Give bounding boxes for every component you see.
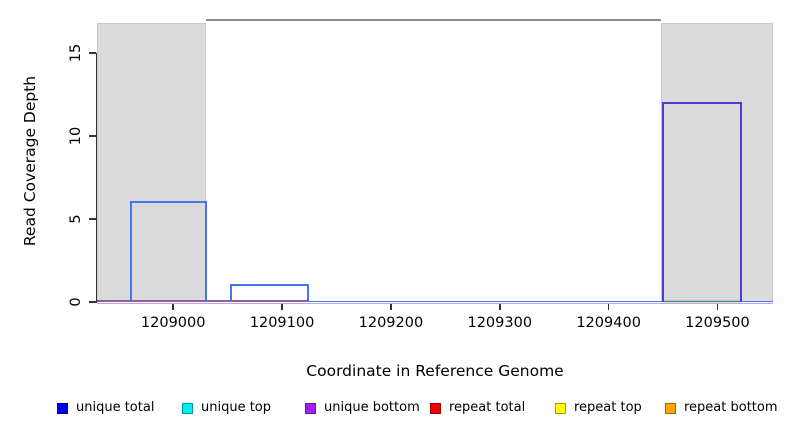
legend-item-unique-total: unique total: [57, 401, 154, 415]
x-axis-tick: [716, 303, 719, 310]
legend-swatch-icon: [665, 402, 676, 414]
repeat-region-shade: [97, 23, 206, 302]
legend-item-unique-bottom: unique bottom: [305, 401, 420, 415]
y-tick-label: 10: [68, 126, 84, 146]
baseline-unique-top: [663, 299, 742, 301]
y-tick-label: 5: [68, 214, 84, 224]
legend-item-repeat-bottom: repeat bottom: [665, 401, 778, 415]
legend-swatch-icon: [305, 402, 316, 414]
baseline-unique-bottom: [97, 302, 773, 304]
legend-swatch-icon: [430, 402, 441, 414]
legend-swatch-icon: [182, 402, 193, 414]
legend-label: repeat bottom: [684, 400, 778, 415]
y-axis-tick: [89, 52, 96, 54]
coverage-box-unique-bottom: [662, 101, 743, 302]
baseline-unique-total: [97, 300, 773, 302]
legend-swatch-icon: [555, 402, 566, 414]
x-axis-title: Coordinate in Reference Genome: [306, 362, 564, 380]
x-axis-tick: [172, 303, 174, 310]
top-clip-line: [205, 19, 661, 21]
y-axis-line: [96, 53, 97, 303]
y-axis-title: Read Coverage Depth: [21, 75, 39, 247]
baseline-repeat-total: [97, 299, 309, 301]
coverage-box-unique-total: [129, 201, 207, 302]
x-tick-label: 1209200: [358, 315, 424, 331]
legend-label: unique top: [201, 400, 272, 415]
x-tick-label: 1209100: [249, 315, 315, 331]
y-axis-tick: [89, 135, 96, 137]
coverage-box-unique-total: [229, 284, 310, 302]
legend-label: repeat total: [449, 400, 526, 415]
x-tick-label: 1209000: [140, 315, 206, 331]
x-axis-tick: [607, 303, 610, 310]
legend-item-repeat-top: repeat top: [555, 401, 642, 415]
legend-label: unique total: [76, 400, 155, 415]
x-tick-label: 1209300: [467, 315, 533, 331]
legend-swatch-icon: [57, 402, 68, 414]
legend-item-repeat-total: repeat total: [430, 401, 525, 415]
x-axis-tick: [390, 303, 392, 310]
x-axis-tick: [281, 303, 283, 310]
y-tick-label: 0: [68, 297, 84, 307]
y-tick-label: 15: [68, 43, 84, 63]
legend-label: unique bottom: [324, 400, 420, 415]
x-tick-label: 1209400: [576, 315, 641, 331]
x-tick-label: 1209500: [685, 315, 750, 331]
baseline-repeat-top: [663, 301, 742, 303]
repeat-region-shade: [660, 23, 773, 302]
y-axis-tick: [89, 218, 96, 220]
legend-label: repeat top: [574, 400, 642, 415]
legend-item-unique-top: unique top: [182, 401, 271, 415]
y-axis-tick: [89, 301, 96, 303]
x-axis-tick: [499, 303, 501, 310]
